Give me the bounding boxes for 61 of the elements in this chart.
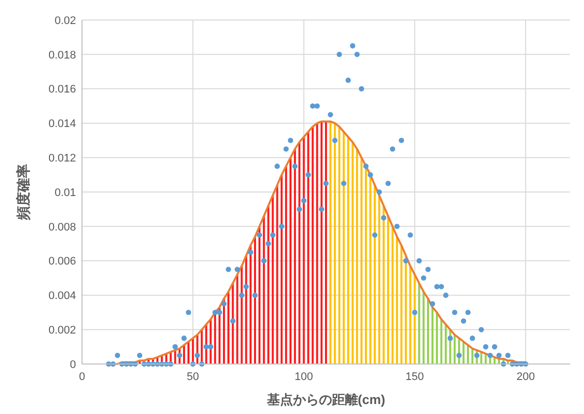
bar: [347, 136, 350, 364]
bar: [436, 312, 438, 364]
bar: [374, 185, 376, 364]
bar: [409, 266, 412, 364]
y-axis-title: 頻度確率: [15, 164, 31, 221]
bar: [290, 158, 292, 364]
x-tick-label: 100: [294, 371, 313, 383]
bar: [267, 206, 270, 364]
y-tick-label: 0.016: [48, 84, 76, 96]
bar: [272, 195, 274, 364]
bar: [183, 345, 186, 364]
bar: [342, 132, 345, 364]
bar: [316, 123, 318, 364]
x-tick-label: 150: [406, 371, 424, 383]
bar: [227, 292, 230, 364]
bar: [236, 274, 238, 364]
y-tick-label: 0.01: [54, 186, 76, 199]
y-tick-label: 0.006: [48, 256, 76, 268]
x-tick-label: 200: [516, 371, 535, 383]
bar: [404, 256, 407, 364]
bar: [466, 345, 469, 364]
bar: [382, 206, 385, 364]
bar: [307, 132, 310, 364]
y-tick-label: 0.012: [48, 152, 76, 164]
bar: [240, 266, 243, 364]
bar: [418, 283, 420, 364]
bar: [232, 283, 234, 364]
y-tick-label: 0.014: [48, 118, 76, 130]
y-tick-label: 0.002: [48, 324, 76, 336]
bar: [471, 348, 474, 364]
bar: [187, 342, 190, 364]
bar: [422, 292, 425, 364]
bar: [462, 342, 465, 364]
bar: [338, 126, 340, 364]
bar: [334, 123, 336, 364]
bar: [414, 274, 416, 364]
bar: [285, 166, 288, 364]
bar: [387, 216, 390, 364]
bar: [312, 126, 314, 364]
bar: [356, 149, 358, 364]
bar: [427, 298, 430, 364]
y-tick-label: 0.004: [48, 290, 76, 302]
bar: [454, 334, 456, 364]
y-tick-label: 0.008: [48, 221, 76, 234]
bar: [396, 236, 398, 364]
bar: [276, 185, 278, 364]
x-tick-label: 50: [186, 371, 200, 383]
y-tick-label: 0.02: [54, 14, 76, 27]
bar: [302, 136, 305, 364]
bar: [400, 245, 402, 364]
bar: [360, 158, 362, 364]
y-tick-label: 0: [70, 358, 76, 371]
x-tick-label: 0: [78, 371, 86, 383]
bar: [444, 324, 447, 364]
bar: [329, 121, 332, 364]
y-tick-label: 0.018: [48, 49, 76, 62]
bar: [280, 174, 283, 364]
bar: [440, 319, 442, 364]
bar: [392, 226, 394, 364]
x-axis-title: 基点からの距離(cm): [266, 392, 386, 407]
bar: [352, 142, 354, 364]
